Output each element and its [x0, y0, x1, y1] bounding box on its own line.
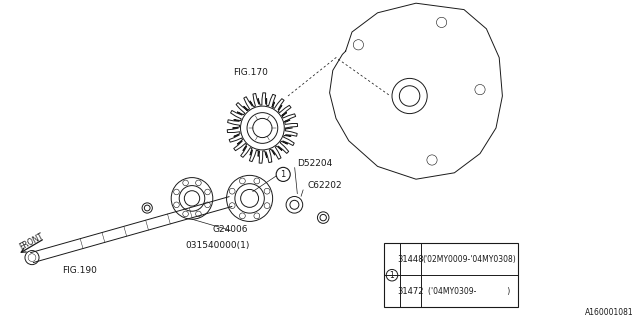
Text: 31448: 31448: [397, 255, 424, 264]
Text: G24006: G24006: [212, 225, 248, 234]
Text: 31472: 31472: [397, 287, 424, 296]
Text: D52204: D52204: [298, 159, 333, 168]
Text: FRONT: FRONT: [18, 232, 45, 252]
Text: ('04MY0309-             ): ('04MY0309- ): [428, 287, 511, 296]
Text: C62202: C62202: [307, 181, 342, 190]
Text: 031540000(1): 031540000(1): [186, 241, 250, 250]
Text: FIG.190: FIG.190: [63, 266, 97, 275]
Bar: [384, 243, 518, 307]
Text: FIG.170: FIG.170: [234, 68, 268, 77]
Text: 1: 1: [280, 170, 286, 179]
Text: ('02MY0009-'04MY0308): ('02MY0009-'04MY0308): [423, 255, 516, 264]
Text: 1: 1: [390, 271, 394, 280]
Text: A160001081: A160001081: [585, 308, 634, 317]
